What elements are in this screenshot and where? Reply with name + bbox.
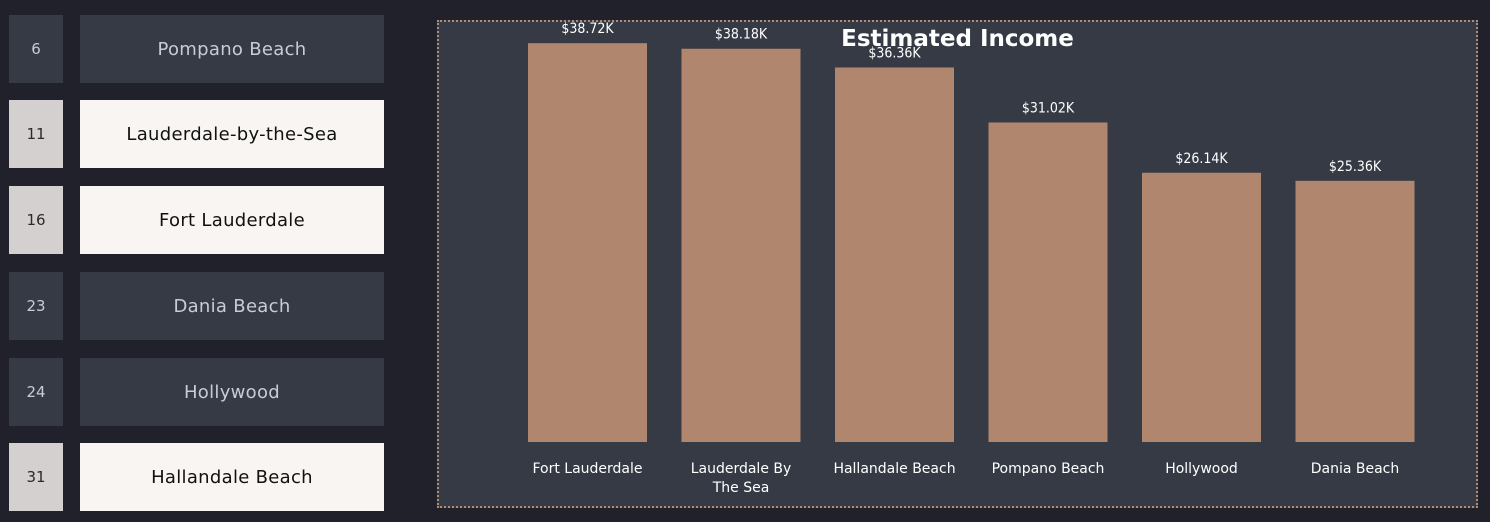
rank-row[interactable]: 23 Dania Beach (9, 272, 384, 340)
rank-number: 24 (9, 358, 63, 426)
rank-row[interactable]: 6 Pompano Beach (9, 15, 384, 83)
rank-row[interactable]: 11 Lauderdale-by-the-Sea (9, 100, 384, 168)
rank-row[interactable]: 31 Hallandale Beach (9, 443, 384, 511)
city-name: Lauderdale-by-the-Sea (80, 100, 384, 168)
data-label: $31.02K (1022, 100, 1075, 116)
rank-number: 6 (9, 15, 63, 83)
rank-number: 16 (9, 186, 63, 254)
data-label: $38.72K (561, 22, 614, 37)
rank-number: 23 (9, 272, 63, 340)
x-tick-label: Fort Lauderdale (532, 461, 642, 477)
bar[interactable] (988, 122, 1108, 442)
city-name: Dania Beach (80, 272, 384, 340)
data-label: $36.36K (868, 45, 921, 61)
city-name: Fort Lauderdale (80, 186, 384, 254)
data-label: $38.18K (715, 27, 768, 43)
x-tick-label: Dania Beach (1311, 461, 1400, 477)
rank-row[interactable]: 16 Fort Lauderdale (9, 186, 384, 254)
x-tick-label: Hallandale Beach (833, 461, 955, 477)
rank-number: 31 (9, 443, 63, 511)
bar[interactable] (528, 43, 647, 443)
x-tick-label: Pompano Beach (992, 461, 1105, 477)
x-tick-label: Lauderdale By (691, 461, 792, 477)
city-name: Hallandale Beach (80, 443, 384, 511)
x-tick-label: The Sea (712, 480, 770, 496)
bar[interactable] (835, 67, 954, 442)
x-tick-label: Hollywood (1165, 461, 1238, 477)
bar[interactable] (1295, 180, 1415, 443)
estimated-income-chart: Estimated Income $38.72K Fort Lauderdale $… (437, 20, 1478, 508)
rank-number: 11 (9, 100, 63, 168)
data-label: $25.36K (1329, 159, 1382, 175)
rank-row[interactable]: 24 Hollywood (9, 358, 384, 426)
data-label: $26.14K (1175, 151, 1228, 167)
city-name: Pompano Beach (80, 15, 384, 83)
bar[interactable] (681, 48, 801, 442)
bar-chart-svg: $38.72K Fort Lauderdale $38.18K Lauderdale … (528, 22, 1415, 496)
bar[interactable] (1142, 172, 1261, 442)
city-name: Hollywood (80, 358, 384, 426)
chart-title: Estimated Income (841, 26, 1074, 52)
